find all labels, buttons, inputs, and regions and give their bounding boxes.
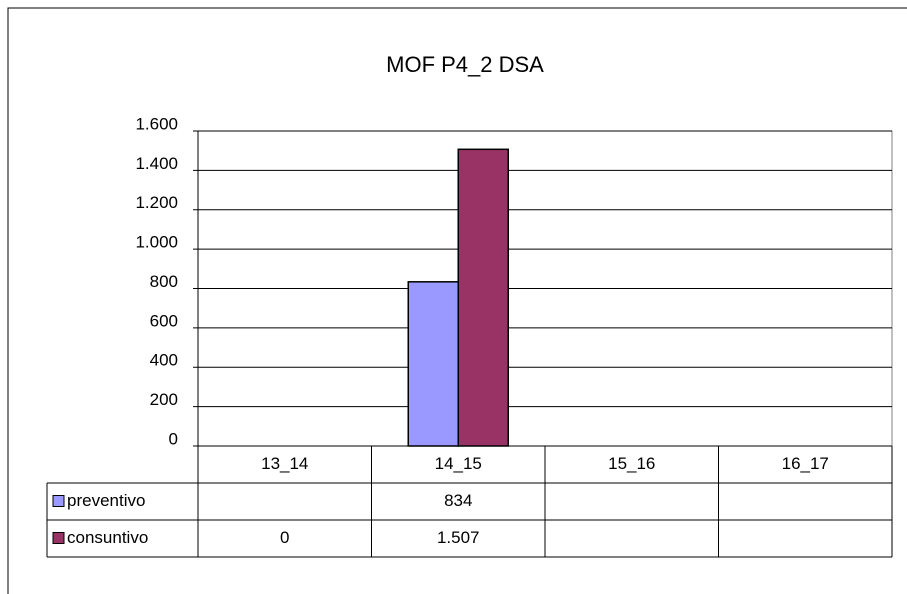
x-tick-label: 14_15 (435, 454, 482, 473)
bar (457, 148, 509, 447)
y-tick-label: 200 (150, 390, 178, 409)
y-tick-label: 0 (169, 429, 178, 448)
y-tick-label: 800 (150, 272, 178, 291)
x-tick-label: 15_16 (608, 454, 655, 473)
bar (407, 281, 459, 447)
data-label: 1.507 (437, 528, 480, 547)
y-tick-label: 1.200 (135, 193, 178, 212)
y-tick-label: 1.000 (135, 233, 178, 252)
x-tick-label: 13_14 (261, 454, 308, 473)
y-tick-label: 400 (150, 351, 178, 370)
data-label: 834 (444, 491, 472, 510)
legend-key (52, 495, 65, 507)
y-tick-label: 600 (150, 311, 178, 330)
legend-label: preventivo (67, 491, 145, 510)
y-tick-label: 1.400 (135, 154, 178, 173)
y-tick-label: 1.600 (135, 114, 178, 133)
chart-title: MOF P4_2 DSA (386, 52, 544, 77)
data-label: 0 (280, 528, 289, 547)
legend-label: consuntivo (67, 528, 148, 547)
legend-key (52, 532, 65, 544)
x-tick-label: 16_17 (782, 454, 829, 473)
